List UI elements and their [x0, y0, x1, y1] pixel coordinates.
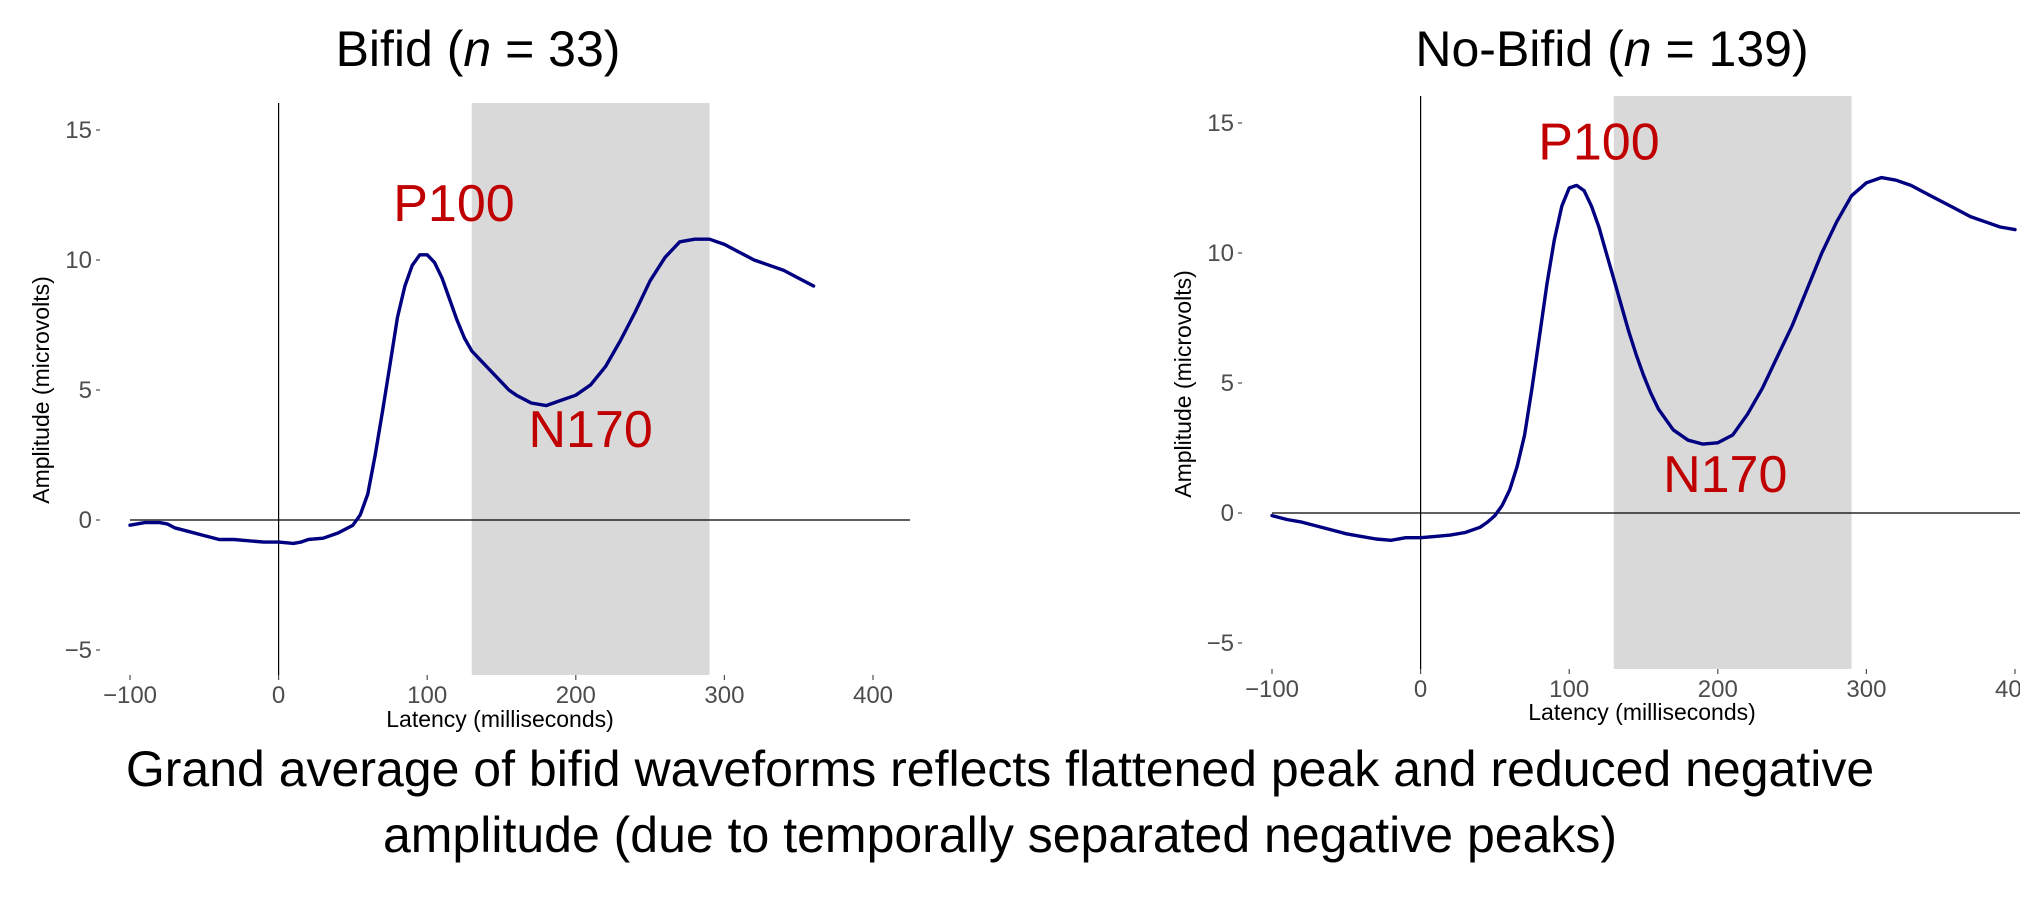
bifid-x-tick-label: 400: [853, 682, 893, 709]
no-bifid-x-tick-label: −100: [1245, 676, 1299, 703]
bifid-n170-label: N170: [529, 401, 653, 459]
bifid-plot-area: −5 0 5 10 15 −100 0 100 200 300 400 P100 N170: [65, 103, 910, 709]
no-bifid-waveform-line: [1270, 175, 2017, 542]
no-bifid-y-tick-label: 0: [1221, 500, 1234, 527]
figure-caption-line-1: Grand average of bifid waveforms reflect…: [126, 741, 1874, 797]
no-bifid-y-tick-label: 5: [1221, 370, 1234, 397]
figure-caption-line-2: amplitude (due to temporally separated n…: [383, 807, 1617, 863]
bifid-y-tick-label: 0: [79, 507, 92, 534]
bifid-x-tick-label: 200: [556, 682, 596, 709]
bifid-x-tick-label: −100: [103, 682, 157, 709]
bifid-y-tick-label: 10: [65, 247, 92, 274]
no-bifid-panel-title: No-Bifid (n = 139): [1415, 21, 1808, 77]
no-bifid-x-tick-label: 200: [1698, 676, 1738, 703]
no-bifid-n170-label: N170: [1663, 446, 1787, 504]
no-bifid-x-tick-label: 300: [1846, 676, 1886, 703]
no-bifid-x-axis-title: Latency (milliseconds): [1528, 699, 1756, 725]
bifid-x-tick-label: 300: [704, 682, 744, 709]
no-bifid-x-tick-label: 400: [1995, 676, 2020, 703]
no-bifid-p100-label: P100: [1538, 113, 1659, 171]
bifid-x-axis-title: Latency (milliseconds): [386, 706, 614, 732]
bifid-y-axis-title: Amplitude (microvolts): [28, 276, 54, 504]
bifid-y-tick-label: 5: [79, 377, 92, 404]
no-bifid-y-tick-label: −5: [1207, 630, 1234, 657]
bifid-shaded-window: [471, 103, 710, 675]
no-bifid-y-axis-title: Amplitude (microvolts): [1170, 270, 1196, 498]
bifid-waveform-line: [128, 237, 816, 546]
no-bifid-shaded-window: [1613, 96, 1852, 669]
bifid-p100-label: P100: [393, 175, 514, 233]
no-bifid-x-tick-label: 100: [1549, 676, 1589, 703]
no-bifid-y-tick-label: 10: [1207, 240, 1234, 267]
bifid-y-tick-label: 15: [65, 117, 92, 144]
bifid-x-tick-label: 100: [407, 682, 447, 709]
bifid-panel: Bifid (n = 33) −5 0 5 10 15 −100 0 100 200 300 400…: [28, 21, 910, 732]
no-bifid-y-tick-label: 15: [1207, 110, 1234, 137]
no-bifid-x-tick-label: 0: [1414, 676, 1427, 703]
bifid-panel-title: Bifid (n = 33): [336, 21, 621, 77]
no-bifid-plot-area: −5 0 5 10 15 −100 0 100 200 300 400 P100 N170: [1207, 96, 2020, 703]
no-bifid-panel: No-Bifid (n = 139) −5 0 5 10 15 −100 0 100 200 30…: [1170, 21, 2020, 725]
bifid-y-tick-label: −5: [65, 637, 92, 664]
bifid-x-tick-label: 0: [272, 682, 285, 709]
